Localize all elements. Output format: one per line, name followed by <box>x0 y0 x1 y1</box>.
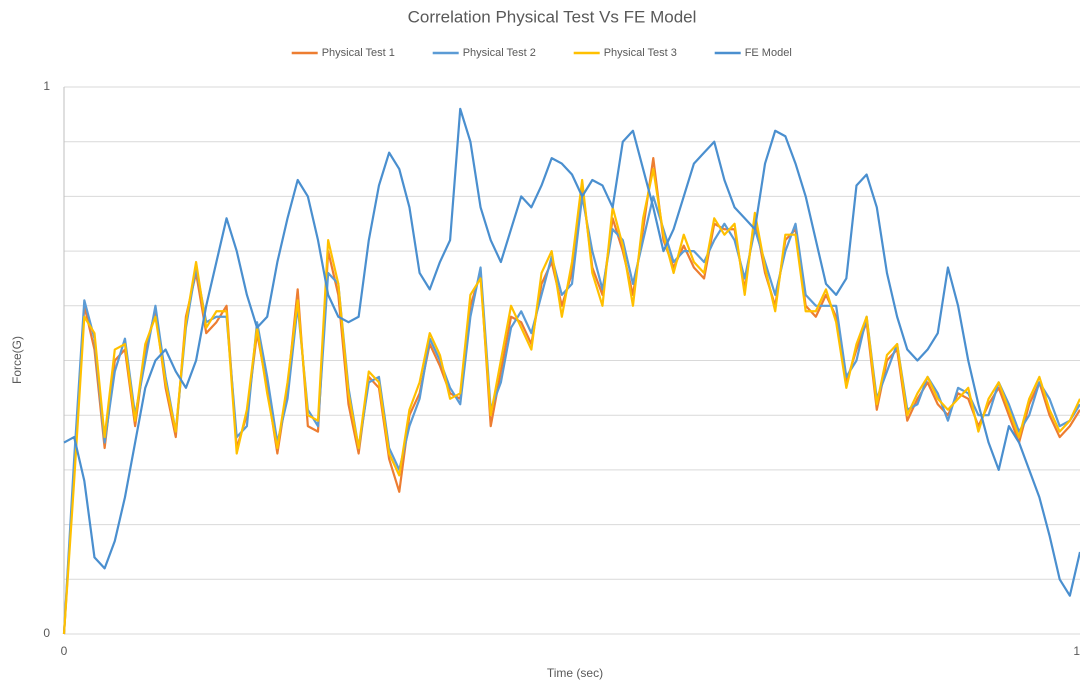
series-line <box>62 157 1080 635</box>
series-line <box>62 167 1080 635</box>
y-tick-label: 0 <box>43 626 50 640</box>
x-tick-label: 0 <box>61 644 68 658</box>
grid: 0 1 0 1 <box>43 79 1080 658</box>
chart-title: Correlation Physical Test Vs FE Model <box>408 7 697 26</box>
x-axis-label: Time (sec) <box>547 666 603 680</box>
legend-label: Physical Test 1 <box>322 47 395 59</box>
legend: Physical Test 1 Physical Test 2 Physical T… <box>291 47 792 59</box>
legend-label: Physical Test 3 <box>604 47 677 59</box>
y-tick-label: 1 <box>43 79 50 93</box>
legend-label: Physical Test 2 <box>463 47 536 59</box>
plot-area <box>62 107 1080 635</box>
y-axis-label: Force(G) <box>10 336 24 384</box>
legend-label: FE Model <box>745 47 792 59</box>
series-line <box>63 107 1080 597</box>
x-tick-label: 1 <box>1073 644 1080 658</box>
